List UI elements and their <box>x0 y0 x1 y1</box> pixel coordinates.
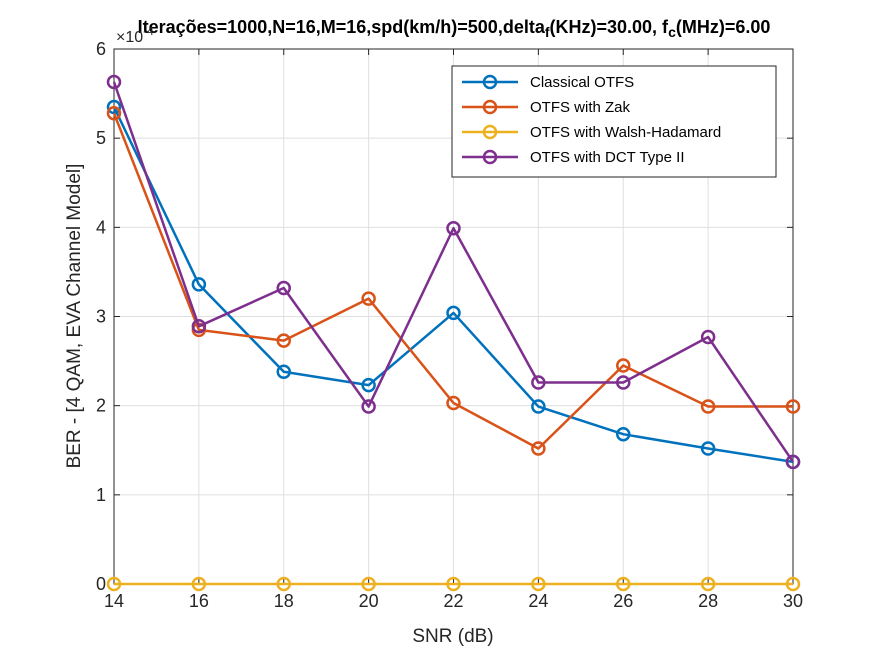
y-axis-ticks: 0 1 2 3 4 5 6 <box>96 39 793 594</box>
legend-marker <box>482 99 498 115</box>
legend-label: OTFS with Walsh-Hadamard <box>530 124 721 141</box>
y-tick-label: 0 <box>96 574 106 594</box>
x-tick-label: 20 <box>359 591 379 611</box>
data-point-marker <box>191 576 207 592</box>
data-point-marker <box>191 277 207 292</box>
x-axis-ticks: 14 16 18 20 22 24 26 28 30 <box>104 49 803 611</box>
legend-entry: OTFS with DCT Type II <box>462 149 684 166</box>
series-line <box>112 81 795 463</box>
y-tick-label: 1 <box>96 485 106 505</box>
data-point-marker <box>361 576 376 592</box>
data-point-marker <box>446 576 461 592</box>
x-tick-label: 28 <box>698 591 718 611</box>
legend-marker <box>482 124 498 140</box>
data-point-marker <box>616 426 631 442</box>
y-axis-exponent: ×10-4 <box>116 24 154 46</box>
data-point-marker <box>276 280 291 296</box>
x-axis-label: SNR (dB) <box>412 626 493 647</box>
x-tick-label: 30 <box>783 591 803 611</box>
x-tick-label: 14 <box>104 591 124 611</box>
data-point-marker <box>191 319 207 334</box>
series-otfs-with-zak <box>106 105 801 456</box>
data-point-marker <box>785 576 801 592</box>
x-tick-label: 16 <box>189 591 209 611</box>
legend-label: OTFS with DCT Type II <box>530 149 684 166</box>
data-point-marker <box>616 375 631 390</box>
data-point-marker <box>700 576 716 592</box>
legend-entry: Classical OTFS <box>462 74 634 91</box>
data-point-marker <box>785 454 801 470</box>
y-tick-label: 3 <box>96 307 106 327</box>
data-point-marker <box>446 220 461 236</box>
series-otfs-with-dct-type-ii <box>106 74 801 470</box>
x-tick-label: 18 <box>274 591 294 611</box>
series-layer <box>106 74 801 592</box>
data-point-marker <box>361 377 376 393</box>
data-point-marker <box>106 105 122 121</box>
y-tick-label: 2 <box>96 396 106 416</box>
x-tick-label: 24 <box>528 591 548 611</box>
x-tick-label: 26 <box>613 591 633 611</box>
data-point-marker <box>616 358 631 373</box>
legend-entry: OTFS with Zak <box>462 99 631 116</box>
data-point-marker <box>700 441 716 456</box>
y-tick-label: 5 <box>96 128 106 148</box>
legend-label: Classical OTFS <box>530 74 634 91</box>
y-tick-label: 4 <box>96 217 106 237</box>
data-point-marker <box>361 291 376 306</box>
legend-entry: OTFS with Walsh-Hadamard <box>462 124 721 141</box>
data-point-marker <box>700 329 716 345</box>
data-point-marker <box>361 399 376 414</box>
data-point-marker <box>531 576 546 592</box>
data-point-marker <box>276 333 291 348</box>
data-point-marker <box>531 399 546 414</box>
data-point-marker <box>106 99 122 115</box>
data-point-marker <box>446 305 461 321</box>
legend: Classical OTFS OTFS with Zak OTFS with Wal… <box>451 65 777 178</box>
chart-title: Iterações=1000,N=16,M=16,spd(km/h)=500,d… <box>138 17 771 40</box>
data-point-marker <box>446 395 461 411</box>
data-point-marker <box>531 375 546 390</box>
series-line <box>112 112 793 450</box>
legend-label: OTFS with Zak <box>530 99 631 116</box>
data-point-marker <box>700 399 716 414</box>
data-point-marker <box>106 74 122 90</box>
data-point-marker <box>531 441 546 456</box>
legend-marker <box>482 149 498 165</box>
data-point-marker <box>276 364 291 380</box>
x-tick-label: 22 <box>443 591 463 611</box>
legend-box <box>451 65 777 178</box>
legend-entries: Classical OTFS OTFS with Zak OTFS with Wal… <box>462 74 721 166</box>
data-point-marker <box>276 576 291 592</box>
data-point-marker <box>106 576 122 592</box>
y-tick-label: 6 <box>96 39 106 59</box>
data-point-marker <box>616 576 631 592</box>
data-point-marker <box>785 399 801 414</box>
y-axis-label: BER - [4 QAM, EVA Channel Model] <box>64 164 85 469</box>
series-otfs-with-walsh-hadamard <box>106 576 801 592</box>
legend-marker <box>482 74 498 90</box>
